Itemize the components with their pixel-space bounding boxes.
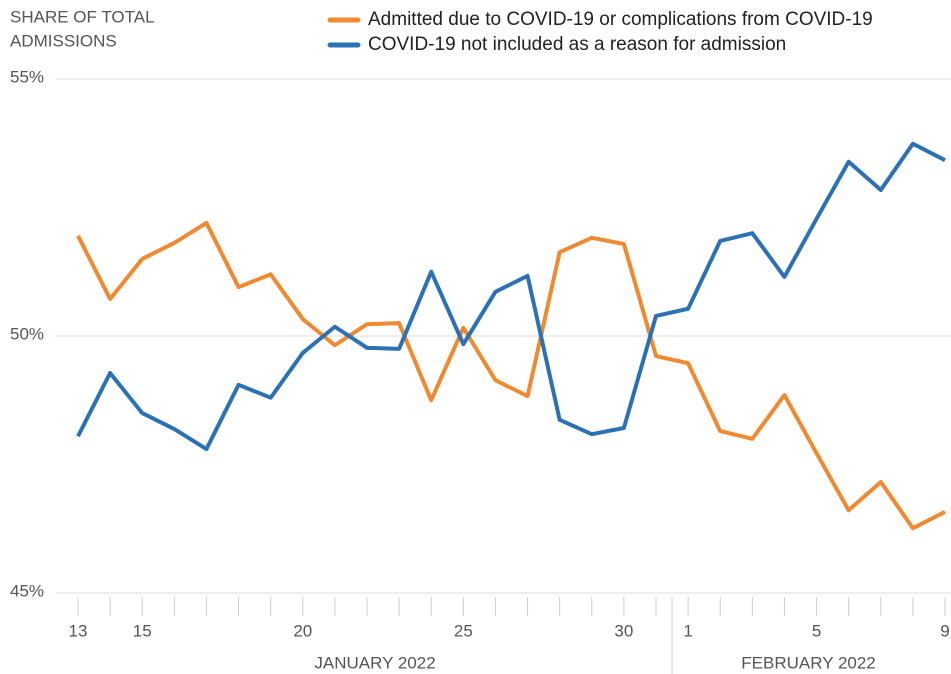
legend-label: COVID-19 not included as a reason for ad… — [368, 34, 786, 55]
x-tick-label: 13 — [69, 621, 88, 640]
series-line — [76, 220, 946, 531]
y-tick-label: 45% — [10, 581, 44, 600]
legend-label: Admitted due to COVID-19 or complication… — [368, 9, 873, 30]
y-axis-label: SHARE OF TOTAL — [10, 7, 155, 26]
x-tick-label: 9 — [940, 621, 949, 640]
month-label: JANUARY 2022 — [314, 653, 435, 672]
y-axis-label: ADMISSIONS — [10, 31, 117, 50]
y-tick-label: 55% — [10, 67, 44, 86]
legend: Admitted due to COVID-19 or complication… — [327, 9, 873, 55]
x-tick-label: 25 — [454, 621, 473, 640]
x-tick-label: 15 — [133, 621, 152, 640]
x-tick-label: 5 — [812, 621, 821, 640]
y-tick-label: 50% — [10, 324, 44, 343]
month-label: FEBRUARY 2022 — [741, 653, 876, 672]
series-line — [76, 141, 946, 452]
x-tick-label: 20 — [293, 621, 312, 640]
x-tick-label: 1 — [683, 621, 692, 640]
x-tick-label: 30 — [614, 621, 633, 640]
